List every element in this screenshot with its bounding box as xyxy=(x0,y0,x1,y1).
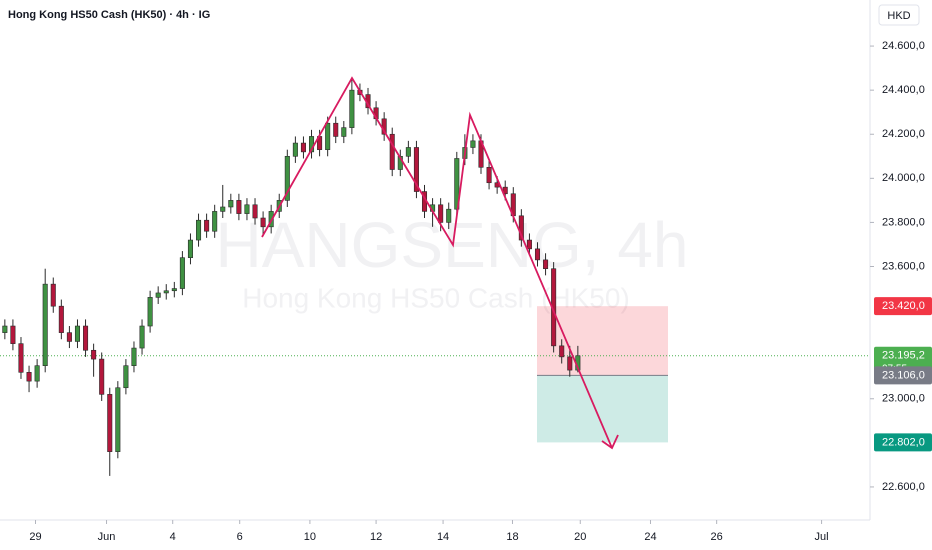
candle-body xyxy=(228,200,234,208)
x-tick-label: 26 xyxy=(711,531,723,543)
y-tick-label: 24.600,0 xyxy=(882,40,925,52)
candle-body xyxy=(260,217,266,228)
candle-body xyxy=(147,297,153,327)
candle-body xyxy=(559,345,565,358)
candle-body xyxy=(252,204,258,219)
arrow-head xyxy=(601,434,619,450)
candle-body xyxy=(284,155,290,201)
x-tick-label: 18 xyxy=(506,531,518,543)
candle-body xyxy=(83,325,89,351)
candle-body xyxy=(10,325,16,344)
candle-body xyxy=(244,204,250,214)
candle-body xyxy=(74,325,80,342)
candle-body xyxy=(438,204,444,223)
candle-body xyxy=(58,305,64,333)
candle-body xyxy=(446,208,452,223)
candle-body xyxy=(155,292,161,298)
candle-body xyxy=(91,349,97,360)
candle-body xyxy=(534,248,541,261)
position-zone xyxy=(537,306,668,443)
y-tick-label: 23.800,0 xyxy=(882,216,925,228)
y-tick-label: 23.600,0 xyxy=(882,260,925,272)
candle-body xyxy=(470,140,476,148)
x-tick-label: 24 xyxy=(644,531,656,543)
candle-body xyxy=(171,288,177,292)
candle-body xyxy=(212,211,218,232)
candle-body xyxy=(42,283,48,366)
candle-body xyxy=(518,215,524,241)
candle-body xyxy=(567,356,573,371)
stop-zone xyxy=(537,306,668,376)
candle-body xyxy=(543,259,549,270)
chart-title: Hong Kong HS50 Cash (HK50) · 4h · IG xyxy=(8,9,210,21)
candle-body xyxy=(107,394,113,452)
x-tick-label: 4 xyxy=(170,531,176,543)
pattern-drawing xyxy=(261,76,613,449)
candle-body xyxy=(123,365,129,389)
y-tick-label: 24.400,0 xyxy=(882,84,925,96)
candle-body xyxy=(2,325,8,333)
candle-body xyxy=(179,257,185,289)
price-badge xyxy=(874,297,932,316)
y-tick-label: 24.200,0 xyxy=(882,128,925,140)
target-zone xyxy=(537,375,668,443)
price-badge-label: 22.802,0 xyxy=(882,436,925,448)
x-tick-label: 14 xyxy=(437,531,449,543)
x-tick-label: 29 xyxy=(29,531,41,543)
candle-body xyxy=(99,358,105,395)
currency[interactable]: HKD xyxy=(887,10,910,22)
x-tick-label: 10 xyxy=(304,531,316,543)
candle-body xyxy=(26,372,32,382)
candle-body xyxy=(389,133,395,170)
candle-body xyxy=(486,167,492,184)
candle-body xyxy=(204,219,210,232)
candle-body xyxy=(300,142,306,153)
candle-body xyxy=(196,219,202,241)
candle-body xyxy=(349,89,355,128)
candle-body xyxy=(131,347,137,366)
y-tick-label: 24.000,0 xyxy=(882,172,925,184)
price-badge xyxy=(874,433,932,452)
watermark: Hong Kong HS50 Cash (HK50) xyxy=(242,282,630,313)
currency-box[interactable] xyxy=(878,4,920,26)
x-tick-label: 12 xyxy=(370,531,382,543)
axes: 24.600,0 24.400,0 24.200,0 24.000,0 23.800,0… xyxy=(29,40,932,543)
y-tick-label: 22.600,0 xyxy=(882,481,925,493)
candle-body xyxy=(405,147,411,157)
candle-body xyxy=(333,122,339,137)
price-badge-label: 23.420,0 xyxy=(882,300,925,312)
candle-body xyxy=(139,325,145,349)
x-tick-label: Jul xyxy=(815,531,829,543)
candle-body xyxy=(66,332,72,342)
candle-body xyxy=(115,387,121,452)
candle-body xyxy=(187,239,193,258)
x-tick-label: 6 xyxy=(237,531,243,543)
price-badge-label: 23.195,2 xyxy=(882,350,925,362)
x-tick-label: Jun xyxy=(98,531,116,543)
candle-body xyxy=(325,122,331,150)
candle-body xyxy=(34,365,40,382)
candle-body xyxy=(236,200,242,214)
candle-body xyxy=(50,283,56,307)
candle-body xyxy=(292,142,298,157)
y-tick-label: 23.000,0 xyxy=(882,393,925,405)
candle-body xyxy=(526,239,532,250)
candle-body xyxy=(163,290,169,294)
candle-body xyxy=(18,343,24,373)
x-tick-label: 20 xyxy=(574,531,586,543)
candle-body xyxy=(413,147,419,192)
candle-body xyxy=(220,206,226,212)
price-badge-label: 23.106,0 xyxy=(882,369,925,381)
candle-body xyxy=(341,127,347,137)
price-badge xyxy=(874,366,932,385)
